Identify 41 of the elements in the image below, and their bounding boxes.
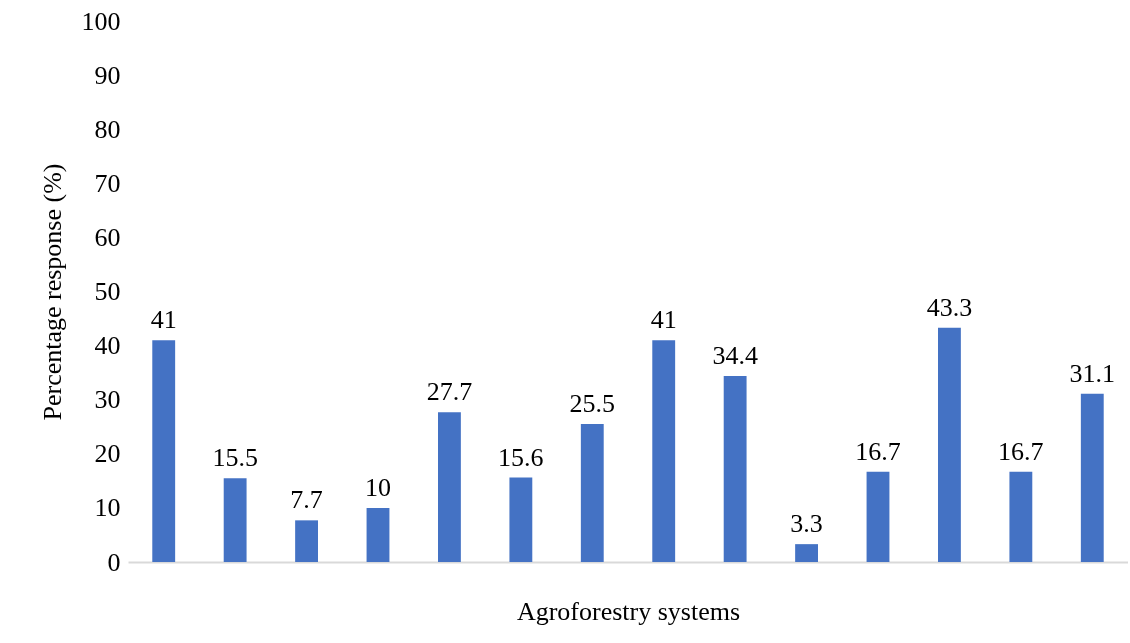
y-tick-label: 40 [94, 331, 121, 361]
bar [366, 507, 390, 562]
data-label: 27.7 [426, 377, 473, 407]
y-tick-label: 100 [81, 6, 121, 36]
data-label: 3.3 [790, 509, 823, 539]
y-tick-label: 50 [94, 277, 121, 306]
data-label: 34.4 [712, 340, 758, 370]
data-label: 15.5 [212, 443, 258, 473]
data-label: 7.7 [290, 485, 323, 515]
data-label: 16.7 [998, 436, 1044, 466]
bar [652, 340, 676, 562]
data-label: 16.7 [855, 436, 901, 466]
y-tick-label: 20 [94, 439, 121, 469]
bar [866, 471, 890, 562]
bar [580, 424, 604, 562]
y-tick-label: 90 [94, 60, 121, 90]
data-label: 41 [150, 305, 177, 335]
data-label: 43.3 [926, 292, 973, 322]
data-label: 15.6 [498, 442, 544, 472]
data-label: 31.1 [1069, 358, 1116, 388]
y-tick-label: 80 [94, 114, 121, 144]
bar [438, 412, 461, 562]
bar [1080, 393, 1104, 562]
bar [938, 327, 961, 562]
y-tick-label: 30 [94, 385, 121, 415]
x-axis-title: Agroforestry systems [516, 596, 741, 626]
y-tick-label: 60 [94, 222, 121, 252]
bar [223, 478, 247, 562]
y-tick-label: 0 [107, 547, 121, 577]
bar [795, 544, 818, 562]
bar [152, 340, 176, 562]
y-tick-label: 70 [94, 168, 121, 198]
data-label: 10 [365, 472, 391, 502]
data-label: 25.5 [569, 389, 616, 419]
bar [723, 375, 747, 562]
bar [1009, 471, 1033, 562]
y-axis-title: Percentage response (%) [37, 163, 67, 421]
bar [295, 520, 318, 562]
bar [509, 477, 533, 562]
data-label: 41 [650, 305, 677, 335]
y-tick-label: 10 [94, 493, 121, 523]
